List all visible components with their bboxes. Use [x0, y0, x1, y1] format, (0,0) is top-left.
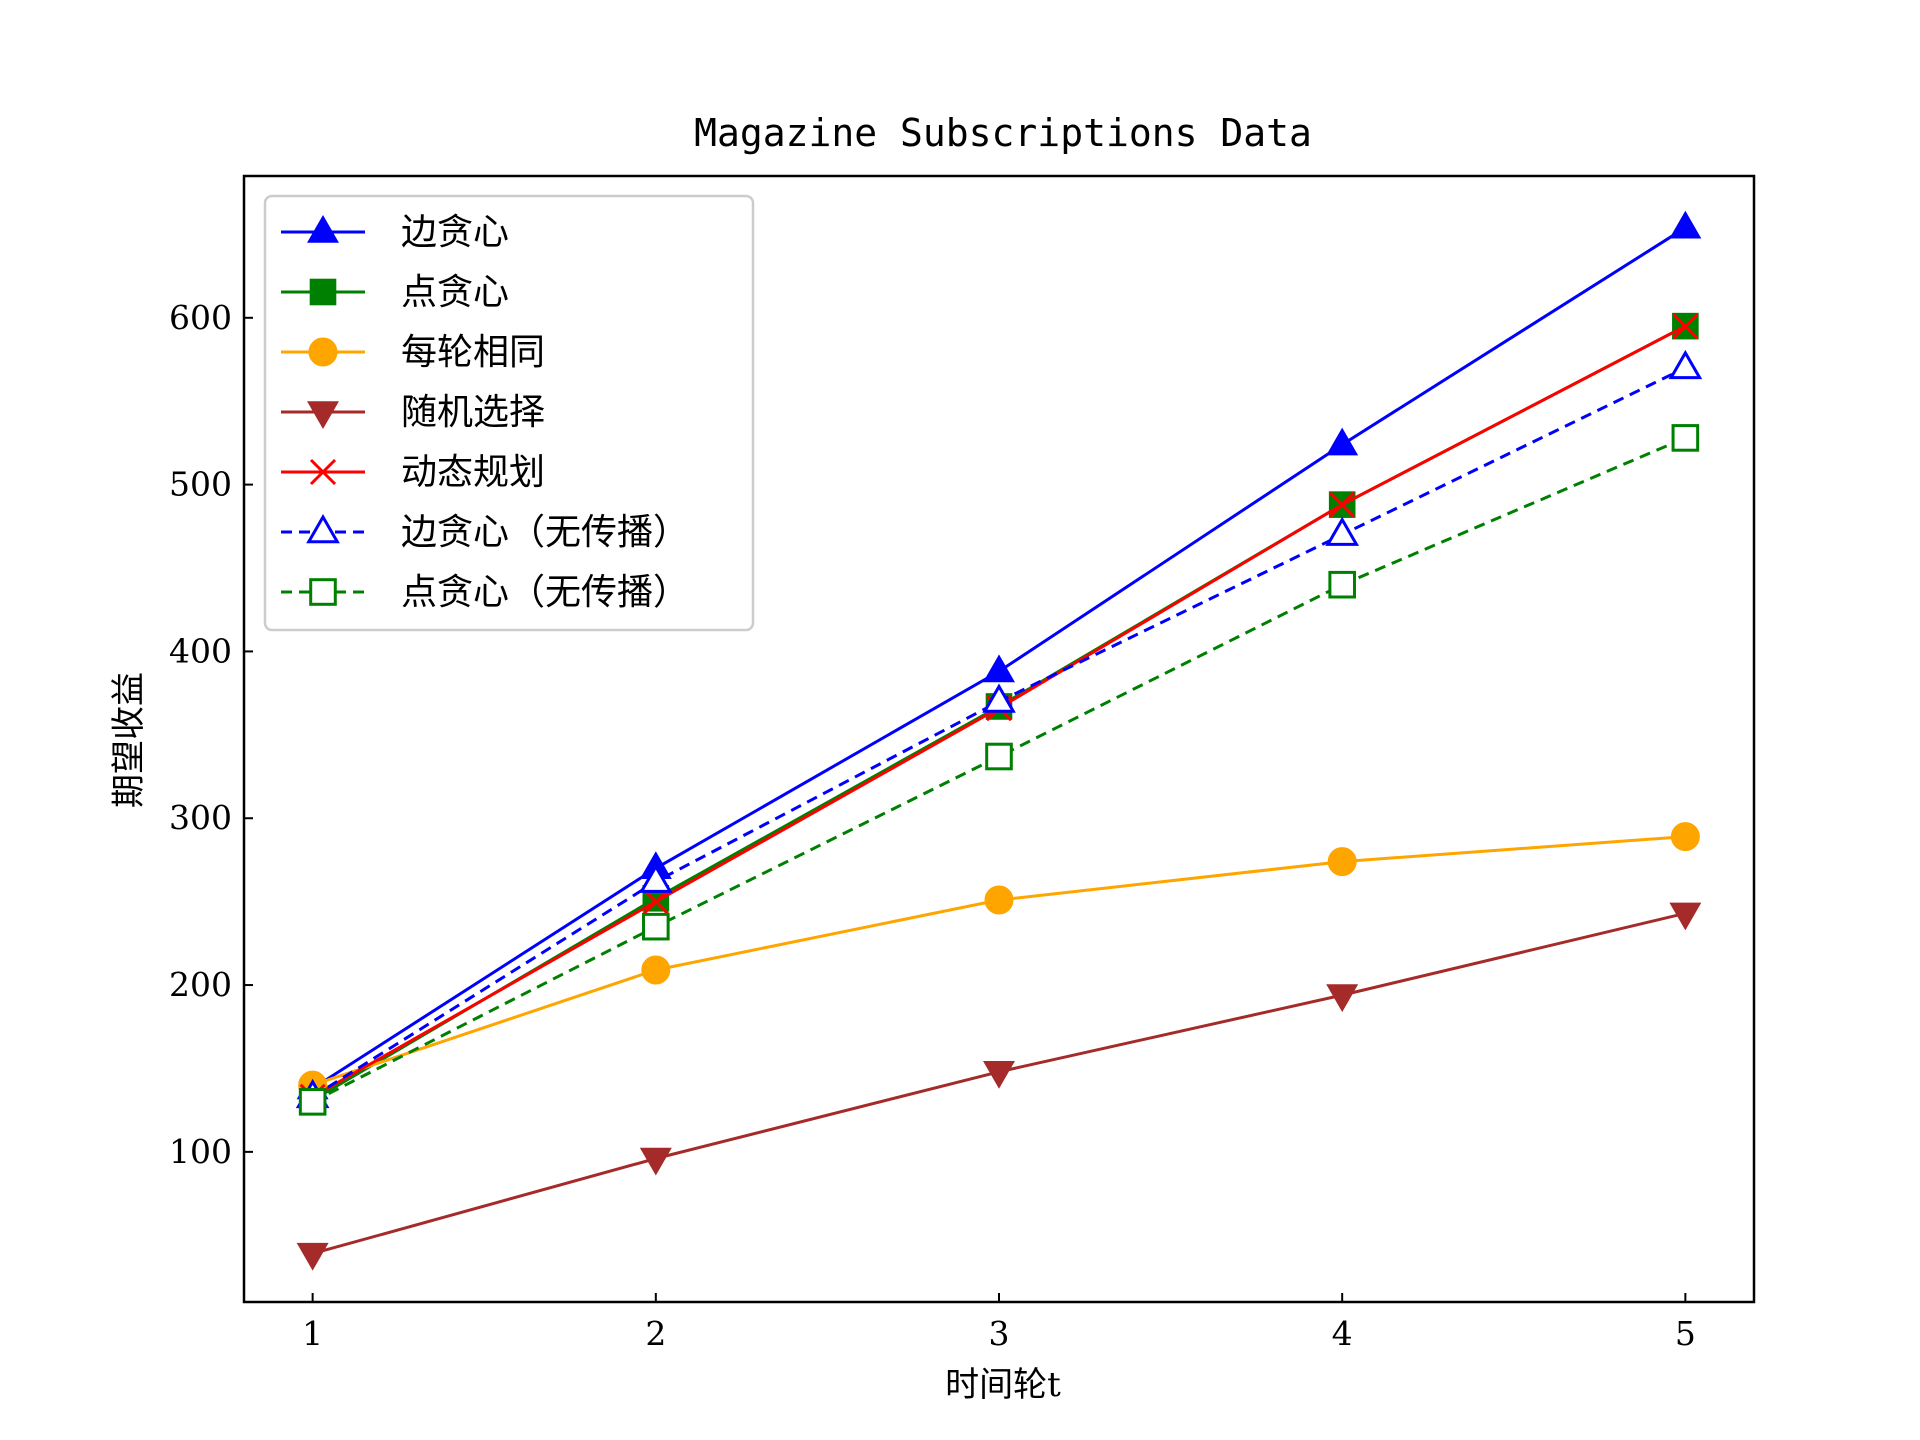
- legend-entry: 每轮相同: [281, 332, 545, 373]
- y-tick-label: 400: [169, 631, 232, 670]
- y-tick-label: 500: [169, 465, 232, 504]
- legend-entry: 边贪心（无传播）: [281, 512, 689, 553]
- series-6-point: [982, 683, 1016, 713]
- series-7-point: [1671, 424, 1700, 452]
- legend-marker-swatch: [307, 401, 339, 430]
- legend-marker-swatch: [309, 278, 337, 306]
- legend-label: 边贪心: [401, 212, 509, 253]
- x-tick-label: 1: [302, 1314, 323, 1353]
- series-3-point: [1327, 847, 1357, 877]
- x-tick-label: 2: [645, 1314, 666, 1353]
- x-tick-label: 4: [1332, 1314, 1353, 1353]
- chart-title: Magazine Subscriptions Data: [694, 111, 1312, 155]
- legend-entry: 动态规划: [281, 452, 545, 493]
- y-tick-label: 300: [169, 798, 232, 837]
- series-7-point: [985, 742, 1013, 771]
- series-6-point: [638, 863, 673, 893]
- series-4-point: [639, 1147, 672, 1176]
- series-3-point: [984, 885, 1014, 915]
- series-4-point: [1669, 902, 1702, 931]
- series-7-point: [1328, 570, 1356, 599]
- legend-entry: 边贪心: [281, 212, 509, 253]
- legend-label: 点贪心（无传播）: [401, 572, 689, 613]
- x-axis-label: 时间轮t: [945, 1365, 1061, 1405]
- x-tick-label: 3: [989, 1314, 1010, 1353]
- series-7-point: [298, 1088, 327, 1116]
- series-7-point: [642, 912, 670, 941]
- series-4-point: [1326, 984, 1359, 1013]
- series-5-point: [1329, 491, 1356, 518]
- series-5-point: [1672, 313, 1699, 340]
- series-1-point: [983, 654, 1015, 683]
- series-1-point: [1669, 210, 1702, 239]
- x-tick-label: 5: [1675, 1314, 1696, 1353]
- legend-marker-swatch: [307, 214, 339, 243]
- y-tick-label: 200: [169, 965, 232, 1004]
- y-tick-label: 100: [169, 1132, 232, 1171]
- legend-label: 点贪心: [401, 272, 509, 313]
- y-tick-label: 600: [169, 298, 232, 337]
- legend-label: 随机选择: [401, 392, 545, 433]
- series-7: [298, 424, 1700, 1116]
- series-3-point: [641, 955, 671, 985]
- legend-entry: 随机选择: [281, 392, 545, 433]
- legend-label: 每轮相同: [401, 332, 545, 373]
- legend-box: [263, 194, 755, 632]
- legend-entry: 点贪心（无传播）: [281, 572, 689, 613]
- legend-label: 边贪心（无传播）: [401, 512, 689, 553]
- legend-marker-swatch: [306, 513, 340, 544]
- legend-marker-swatch: [309, 458, 337, 486]
- series-3-point: [1670, 822, 1700, 852]
- y-axis-label: 期望收益: [109, 672, 149, 808]
- series-6-point: [1668, 349, 1703, 380]
- legend-label: 动态规划: [401, 452, 545, 493]
- series-1-point: [1326, 427, 1359, 456]
- series-4: [296, 902, 1702, 1271]
- series-5-point: [642, 888, 669, 915]
- series-7-line: [311, 436, 1686, 1104]
- series-4-point: [296, 1242, 329, 1271]
- series-6-point: [1325, 516, 1360, 546]
- plot-area: [295, 210, 1703, 1271]
- axis-ticks: 1 2 3 4 5 100 200 300 400 500 600: [169, 298, 1696, 1353]
- series-4-point: [983, 1061, 1015, 1089]
- legend-marker-swatch: [309, 578, 337, 606]
- legend-entry: 点贪心: [281, 272, 509, 313]
- legend-marker-swatch: [308, 337, 338, 367]
